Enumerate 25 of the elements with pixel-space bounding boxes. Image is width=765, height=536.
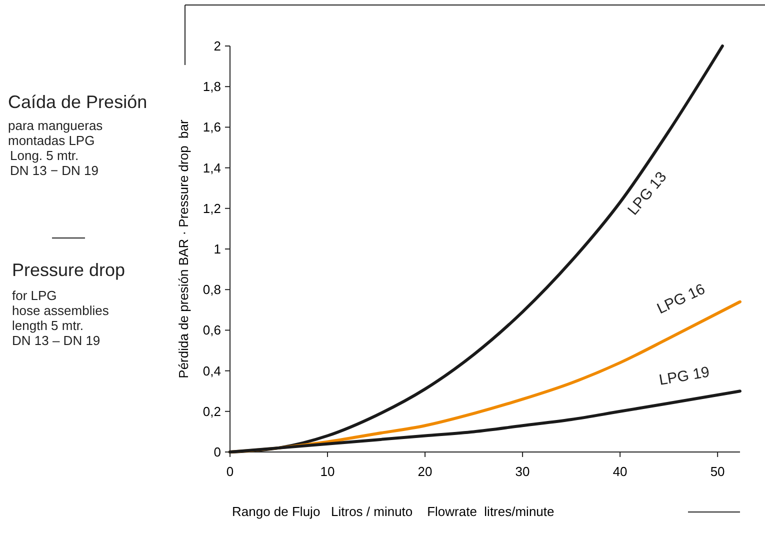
text: Pressure drop: [12, 260, 126, 280]
y-tick-label: 0,4: [202, 363, 221, 378]
y-tick-label: 1,6: [202, 120, 221, 135]
x-tick-label: 20: [418, 464, 432, 479]
x-tick-label: 50: [710, 464, 725, 479]
text: para mangueras montadas LPG Long. 5 mtr. DN 13 − DN 19: [8, 118, 104, 178]
y-tick-label: 0,6: [202, 322, 221, 338]
text: for LPG hose assemblies length 5 mtr. DN 13 – DN 19: [12, 288, 110, 348]
text: LPG 19: [658, 364, 711, 389]
y-tick-label: 1,4: [202, 160, 221, 176]
y-tick-label: 2: [214, 38, 221, 54]
x-tick-label: 30: [515, 464, 530, 479]
y-tick-label: 0,2: [202, 404, 221, 419]
x-tick-label: 0: [226, 464, 234, 479]
y-tick-label: 0,8: [202, 282, 221, 298]
y-tick-label: 1: [214, 242, 221, 256]
y-tick-label: 0: [214, 444, 221, 460]
y-axis-title: Pérdida de presión BAR · Pressure drop bar: [176, 118, 191, 378]
text: Caída de Presión: [8, 92, 148, 112]
y-tick-label: 1,2: [202, 200, 221, 216]
text: LPG 16: [654, 280, 708, 318]
x-axis-title: Rango de Flujo Litros / minuto Flowrate litres/minute: [232, 504, 554, 519]
y-tick-label: 1,8: [202, 79, 221, 94]
x-tick-label: 10: [320, 464, 335, 479]
x-tick-label: 40: [612, 464, 628, 479]
